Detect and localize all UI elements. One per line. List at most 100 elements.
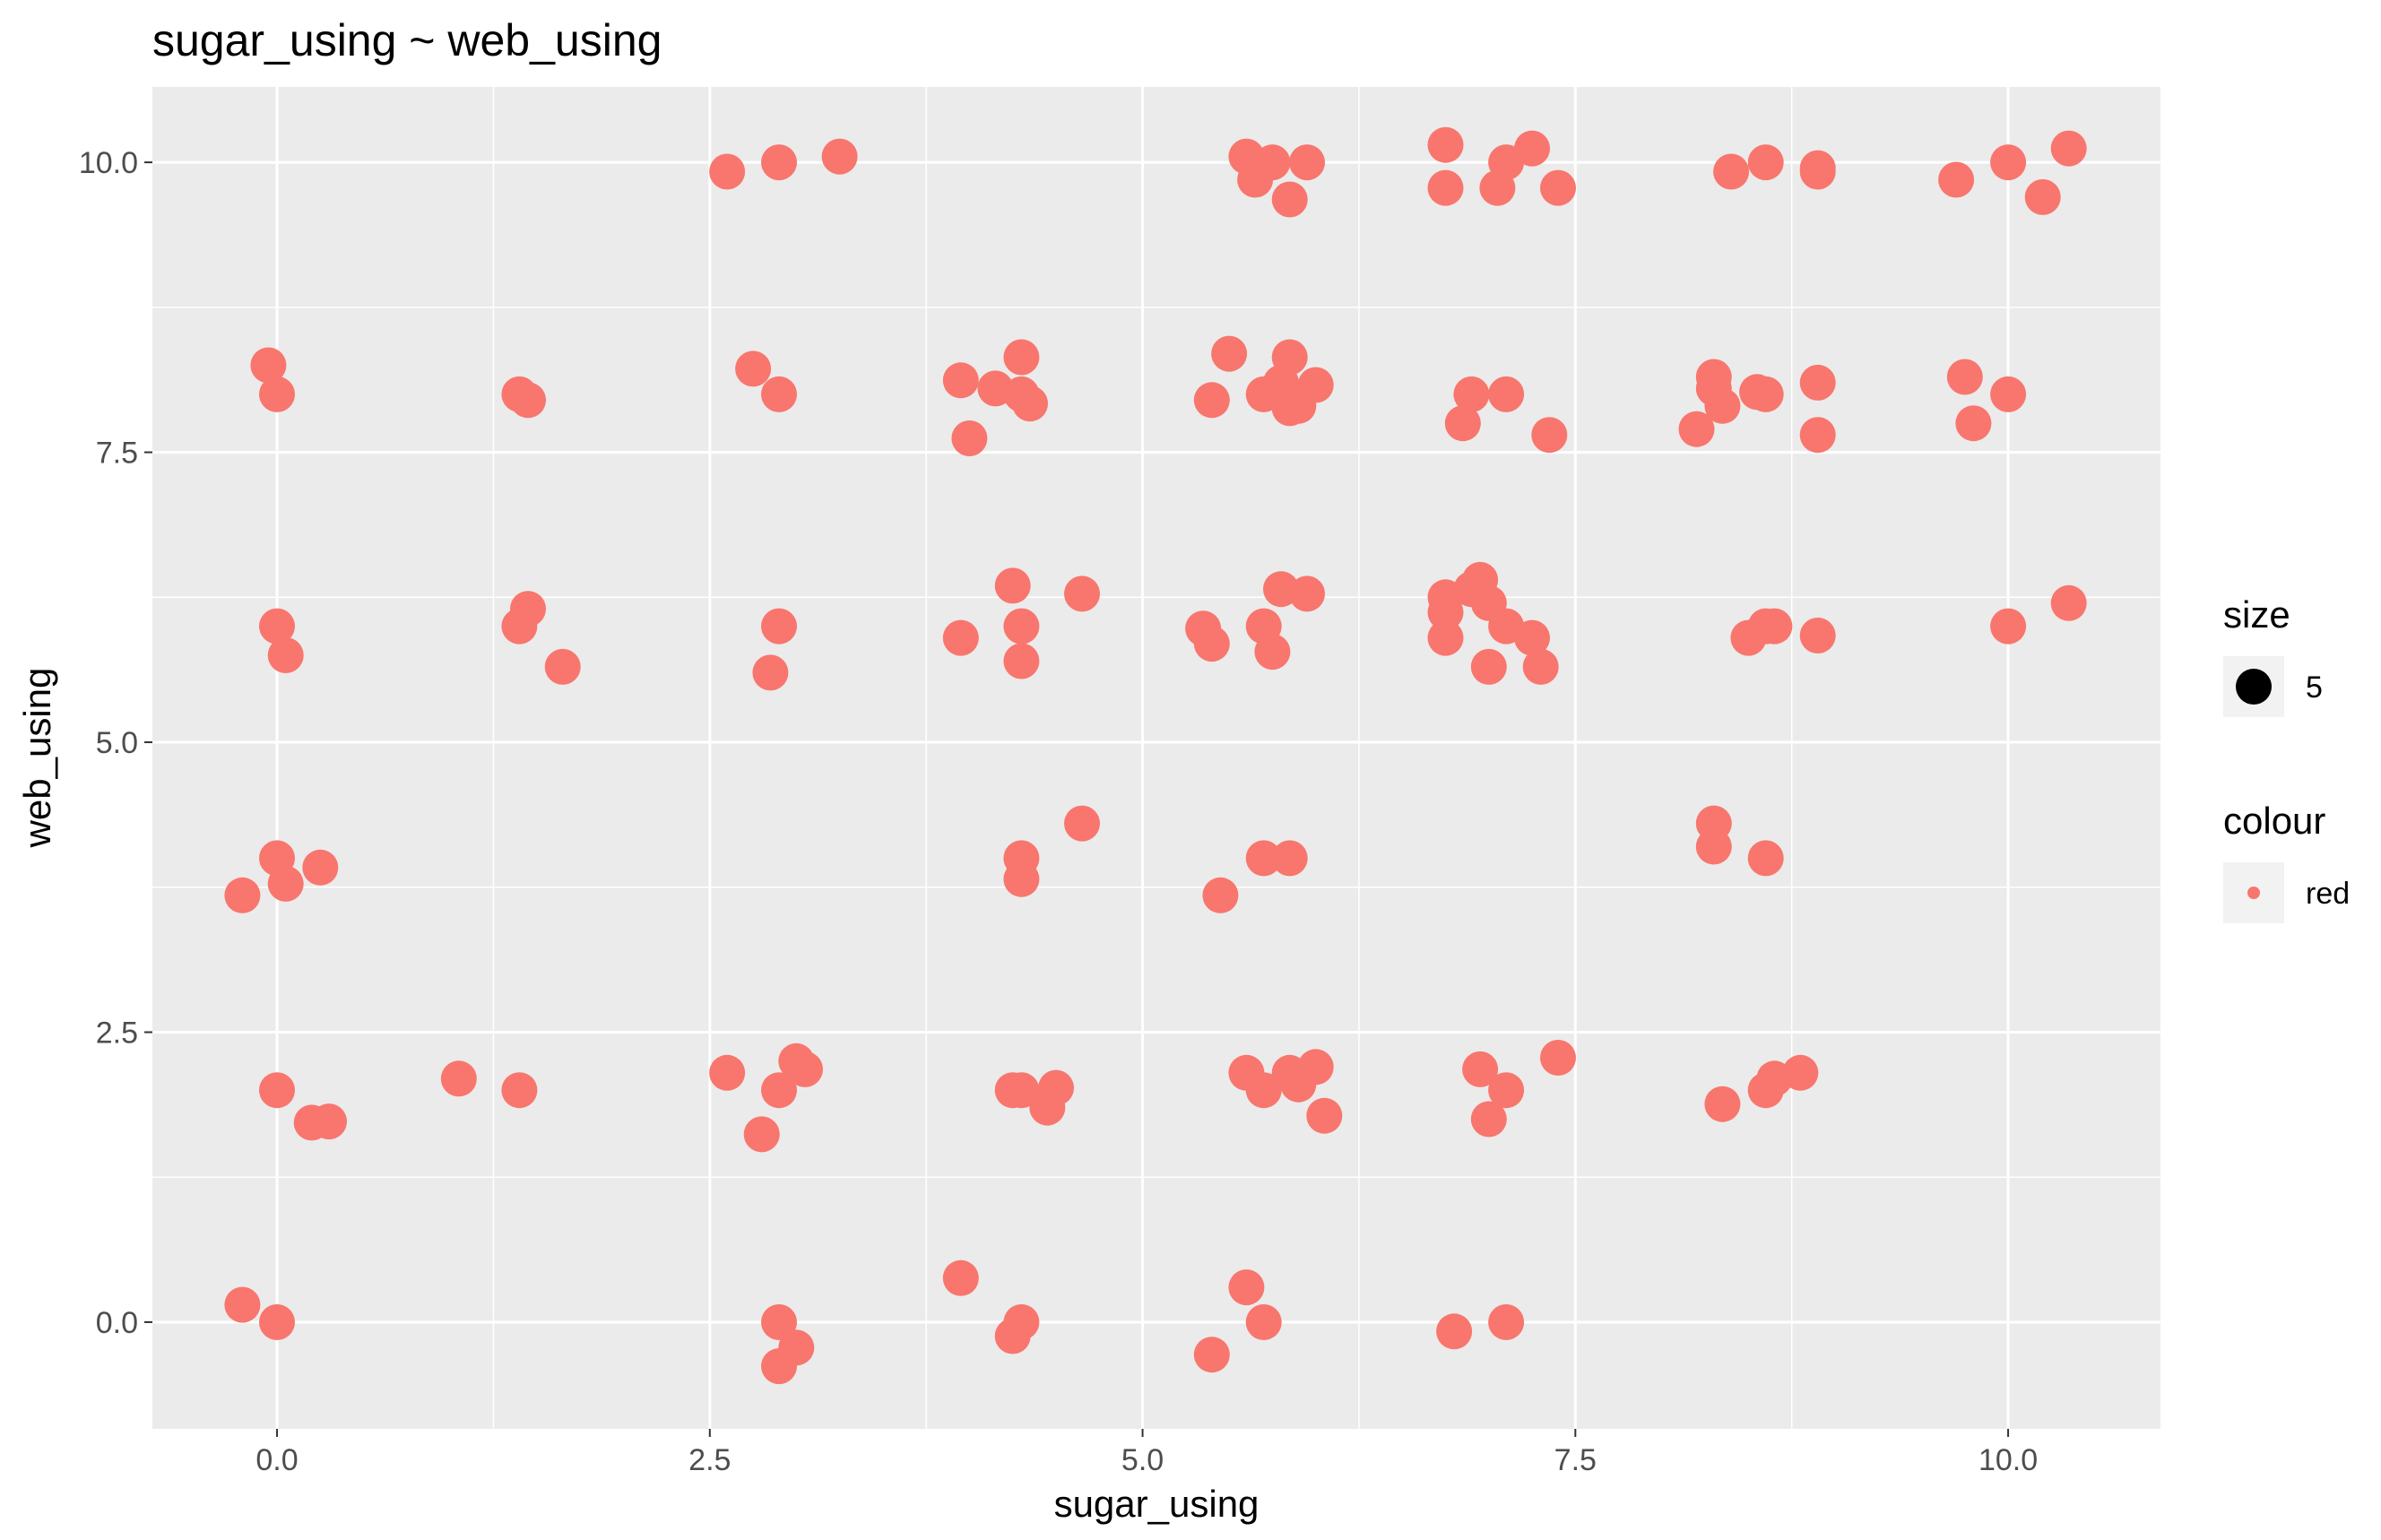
data-point [259,608,295,645]
data-point [224,877,261,913]
legend-size-title: size [2223,593,2290,636]
data-point [1799,364,1836,401]
data-point [1704,1086,1741,1122]
data-point [1747,840,1784,877]
data-point [1003,1072,1040,1109]
data-point [1271,339,1308,376]
data-point [951,420,988,456]
data-point [510,382,546,419]
data-point [1990,376,2027,412]
data-point [1297,367,1334,403]
data-point [267,865,304,902]
legend-colour-key-dot [2247,887,2260,899]
data-point [1427,594,1464,631]
y-tick-label: 0.0 [96,1306,138,1340]
data-point [1003,861,1040,897]
data-point [761,608,797,645]
data-point [942,619,979,656]
x-tick-label: 2.5 [688,1443,731,1477]
data-point [1747,376,1784,412]
data-point [1245,840,1282,877]
data-point [743,1116,780,1153]
data-point [1946,359,1983,395]
data-point [1436,1313,1473,1350]
y-tick-label: 7.5 [96,437,138,471]
y-tick-label: 10.0 [79,146,138,180]
data-point [1289,575,1325,612]
data-point [1540,1040,1576,1076]
data-point [1470,1101,1507,1138]
data-point [761,1072,797,1109]
data-point [1799,618,1836,653]
x-tick-label: 7.5 [1554,1443,1597,1477]
data-point [501,1072,538,1109]
data-point [259,376,295,412]
data-point [752,654,789,691]
data-point [2050,584,2087,621]
data-point [1488,376,1525,412]
data-point [735,350,772,387]
y-tick-label: 5.0 [96,726,138,760]
data-point [1470,648,1507,685]
data-point [1695,828,1732,865]
data-point [250,347,287,384]
data-point [709,1054,746,1091]
data-point [1064,805,1100,842]
data-point [1003,339,1040,376]
data-point [2050,130,2087,167]
data-point [1193,1337,1230,1373]
data-point [709,153,746,190]
data-point [787,1051,823,1087]
data-point [821,138,858,175]
data-point [761,376,797,412]
data-point [1938,161,1975,198]
data-point [1514,130,1550,167]
data-point [224,1286,261,1323]
data-point [1193,382,1230,419]
data-point [1782,1054,1819,1091]
x-tick-label: 10.0 [1978,1443,2038,1477]
data-point [778,1329,815,1366]
data-point [761,144,797,181]
data-point [1427,619,1464,656]
data-point [544,648,581,685]
data-point [302,849,339,886]
data-point [1289,144,1325,181]
data-point [259,1304,295,1340]
data-point [1064,575,1100,612]
data-point [1211,335,1248,372]
data-point [1713,153,1750,190]
data-point [1254,144,1291,181]
data-point [1427,169,1464,206]
data-point [942,362,979,399]
data-point [1488,1072,1525,1109]
plot-panel [152,87,2160,1429]
data-point [1756,608,1793,645]
data-point [1540,169,1576,206]
legend-colour-title: colour [2223,800,2325,842]
data-point [1271,181,1308,218]
data-point [1297,1049,1334,1086]
data-point [1678,411,1715,447]
data-point [1799,150,1836,186]
data-point [1193,626,1230,662]
data-point [1531,417,1568,454]
data-point [510,591,546,627]
grid-lines [152,87,2160,1429]
data-point [1704,387,1741,424]
x-axis-title: sugar_using [1054,1483,1260,1525]
legend: size 5 colour red [2223,593,2350,923]
data-point [1522,648,1559,685]
data-point [1038,1069,1074,1106]
data-point [1003,608,1040,645]
data-point [1245,1072,1282,1109]
data-point [1955,405,1992,442]
data-point [1003,1304,1040,1340]
data-point [1488,1304,1525,1340]
x-tick-label: 0.0 [255,1443,298,1477]
data-point [1695,359,1732,395]
legend-colour-label: red [2306,877,2350,911]
data-point [1462,1051,1499,1087]
legend-size-label: 5 [2306,671,2323,705]
